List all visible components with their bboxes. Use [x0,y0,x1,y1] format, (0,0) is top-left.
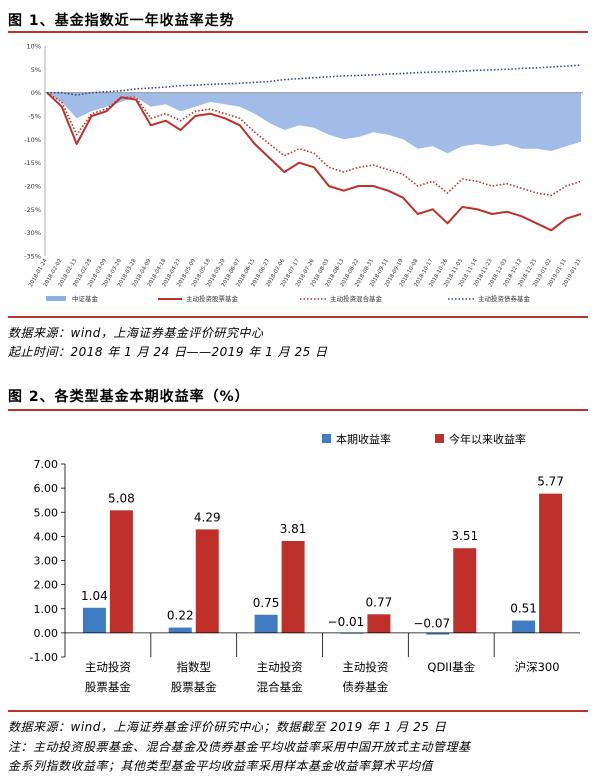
category-label: QDII基金 [427,660,475,674]
bar-chart: 本期收益率 今年以来收益率 7.00 6.00 5.00 4.00 3.00 2.00 1.00… [30,432,580,694]
bar-ytd-return [367,614,391,633]
bar-ytd-return [109,510,133,633]
figure2-note-line2: 金系列指数收益率；其他类型基金平均收益率采用样本基金收益率算术平均值 [8,759,434,773]
figure2-top-rule [8,409,588,411]
data-label: 1.04 [81,589,108,603]
category-label: 股票基金 [171,680,217,694]
data-label: −0.07 [413,617,450,631]
category-label: 指数型 [177,660,212,674]
bar-period-return [254,614,278,633]
bar-ytd-return [195,529,219,633]
y-tick-label: -15% [24,159,41,167]
line-chart: 10%5%0%-5%-10%-15%-20%-25%-30%-35%2018-0… [24,43,583,303]
category-label: 债券基金 [342,680,388,694]
y-tick-label: 7.00 [34,458,59,471]
data-label: 5.08 [108,491,135,505]
y-tick-label: -35% [24,253,41,261]
category-label: 主动投资 [85,660,131,674]
data-label: 0.51 [510,602,537,616]
y-tick-label: 5% [31,66,41,74]
bar-ytd-return [281,540,305,633]
legend-label: 今年以来收益率 [449,432,526,446]
y-tick-label: 3.00 [34,555,59,568]
bar-period-return [340,632,364,634]
data-label: 0.77 [366,595,393,609]
series-line-bond-fund [47,64,582,96]
category-label: 混合基金 [257,680,303,694]
y-tick-label: -20% [24,183,41,191]
data-label: 0.75 [253,596,280,610]
legend-label: 主动投资债券基金 [478,294,531,303]
bar-period-return [426,632,450,635]
legend-label: 本期收益率 [336,432,391,446]
bar-ytd-return [453,548,477,633]
figure2-source: 数据来源：wind，上海证券基金评价研究中心；数据截至 2019 年 1 月 2… [8,720,447,734]
legend-label: 中证基金 [72,294,99,303]
y-tick-label: -1.00 [30,651,58,664]
y-tick-label: 6.00 [34,482,59,495]
figure2-note-line1: 注：主动投资股票基金、混合基金及债券基金平均收益率采用中国开放式主动管理基 [8,740,471,754]
bar-ytd-return [539,493,563,633]
y-tick-label: -10% [24,136,41,144]
figure1-title: 图 1、基金指数近一年收益率走势 [8,13,235,29]
data-label: 0.22 [167,609,194,623]
legend-label: 主动投资股票基金 [186,294,239,303]
category-label: 沪深300 [515,660,560,674]
data-label: −0.01 [328,615,365,629]
y-tick-label: 1.00 [34,603,59,616]
data-label: 5.77 [537,475,564,489]
legend-label: 主动投资混合基金 [330,294,383,303]
category-label: 股票基金 [85,680,131,694]
data-label: 4.29 [194,510,221,524]
legend-swatch-ytd [435,434,444,443]
figure1-top-rule [8,31,588,33]
data-label: 3.51 [451,529,478,543]
series-line-mixed-fund [46,92,582,197]
category-label: 主动投资 [342,660,388,674]
figure1-source: 数据来源：wind，上海证券基金评价研究中心 [8,326,264,340]
series-line-stock-fund [46,91,582,232]
y-tick-label: 4.00 [34,530,59,543]
y-tick-label: 2.00 [34,579,59,592]
legend-swatch-area [46,296,66,301]
series-area-csi-fund [47,92,581,154]
figure1-bottom-rule [8,316,588,318]
y-tick-label: -30% [24,229,41,237]
bar-period-return [82,607,106,633]
category-label: 主动投资 [257,660,303,674]
y-tick-label: 0% [31,89,41,97]
figure2-bottom-rule [8,710,588,712]
y-tick-label: -25% [24,206,41,214]
bar-period-return [512,620,536,633]
y-tick-label: 5.00 [34,506,59,519]
figure2-title: 图 2、各类型基金本期收益率（%） [8,389,250,405]
y-tick-label: 0.00 [34,627,59,640]
bar-period-return [168,627,192,633]
legend-swatch-period [322,434,331,443]
y-tick-label: 10% [27,43,41,51]
figure1-period: 起止时间：2018 年 1 月 24 日——2019 年 1 月 25 日 [8,345,328,359]
y-tick-label: -5% [28,113,41,121]
data-label: 3.81 [280,522,307,536]
